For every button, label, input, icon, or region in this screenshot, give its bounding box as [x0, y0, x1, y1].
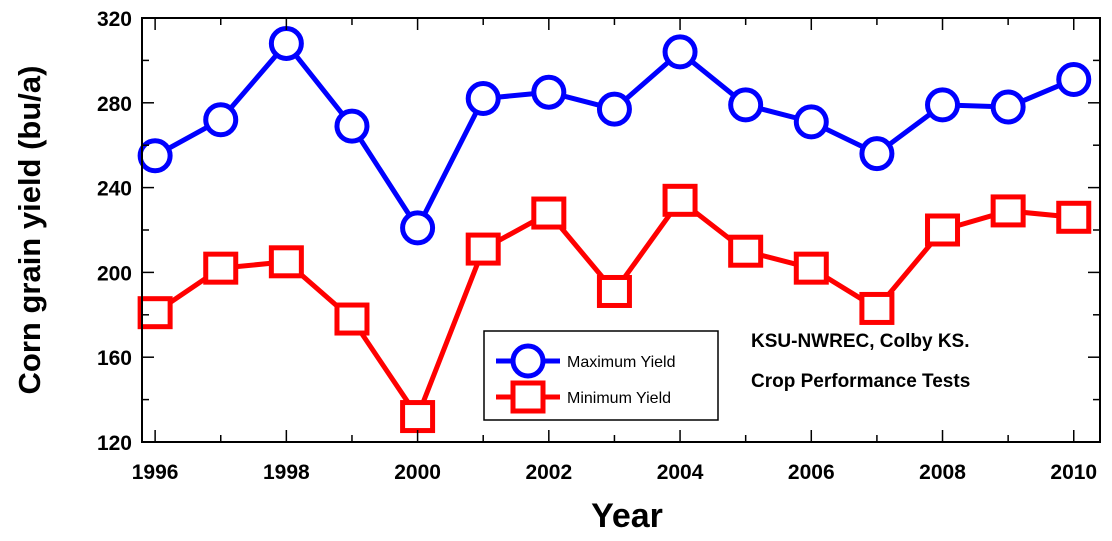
data-point [1056, 200, 1092, 234]
legend-item: Minimum Yield [496, 380, 671, 414]
legend-label: Maximum Yield [567, 354, 675, 371]
data-point [400, 400, 436, 434]
legend-item: Maximum Yield [496, 343, 675, 379]
legend: Maximum Yield Minimum Yield [483, 330, 719, 421]
data-point [137, 138, 173, 174]
data-point [531, 196, 567, 230]
series-minimum-yield [137, 183, 1092, 434]
data-point [531, 74, 567, 110]
data-point [1056, 61, 1092, 97]
data-point [334, 108, 370, 144]
x-tick-label: 2000 [394, 461, 441, 484]
data-point [728, 87, 764, 123]
x-tick-label: 1996 [132, 461, 179, 484]
data-point [400, 210, 436, 246]
y-tick-label: 280 [97, 93, 132, 116]
y-tick-label: 240 [97, 178, 132, 201]
data-point [793, 104, 829, 140]
data-point [203, 251, 239, 285]
x-tick-label: 2010 [1050, 461, 1097, 484]
data-point [925, 213, 961, 247]
x-tick-label: 2006 [788, 461, 835, 484]
x-tick-label: 2008 [919, 461, 966, 484]
data-point [990, 194, 1026, 228]
x-tick-label: 1998 [263, 461, 310, 484]
data-point [465, 232, 501, 266]
data-point [596, 91, 632, 127]
x-axis-title: Year [591, 497, 663, 535]
data-point [203, 102, 239, 138]
data-point [268, 245, 304, 279]
data-point [137, 296, 173, 330]
axis-ticks [142, 17, 1100, 443]
series-line [153, 40, 1075, 231]
data-point [990, 89, 1026, 125]
series-maximum-yield [137, 25, 1092, 246]
data-point [859, 291, 895, 325]
data-point [728, 234, 764, 268]
data-point [334, 302, 370, 336]
data-point [268, 25, 304, 61]
x-tick-label: 2002 [525, 461, 572, 484]
data-point [662, 34, 698, 70]
annotation-line-1: KSU-NWREC, Colby KS. [751, 331, 970, 352]
data-point [925, 87, 961, 123]
y-tick-label: 200 [97, 262, 132, 285]
legend-label: Minimum Yield [567, 390, 671, 407]
y-axis-title: Corn grain yield (bu/a) [12, 66, 47, 395]
y-tick-label: 160 [97, 347, 132, 370]
data-point [793, 251, 829, 285]
data-point [662, 183, 698, 217]
y-tick-label: 320 [97, 8, 132, 31]
legend-marker [510, 380, 546, 414]
y-tick-label: 120 [97, 432, 132, 455]
chart-marks [137, 25, 1092, 434]
legend-marker [510, 343, 546, 379]
annotation-line-2: Crop Performance Tests [751, 371, 970, 392]
data-point [465, 81, 501, 117]
x-tick-label: 2004 [657, 461, 704, 484]
tick-labels: 1996 1998 2000 2002 2004 2006 2008 2010 120 160 20… [97, 8, 1097, 484]
data-point [596, 274, 632, 308]
data-point [859, 136, 895, 172]
